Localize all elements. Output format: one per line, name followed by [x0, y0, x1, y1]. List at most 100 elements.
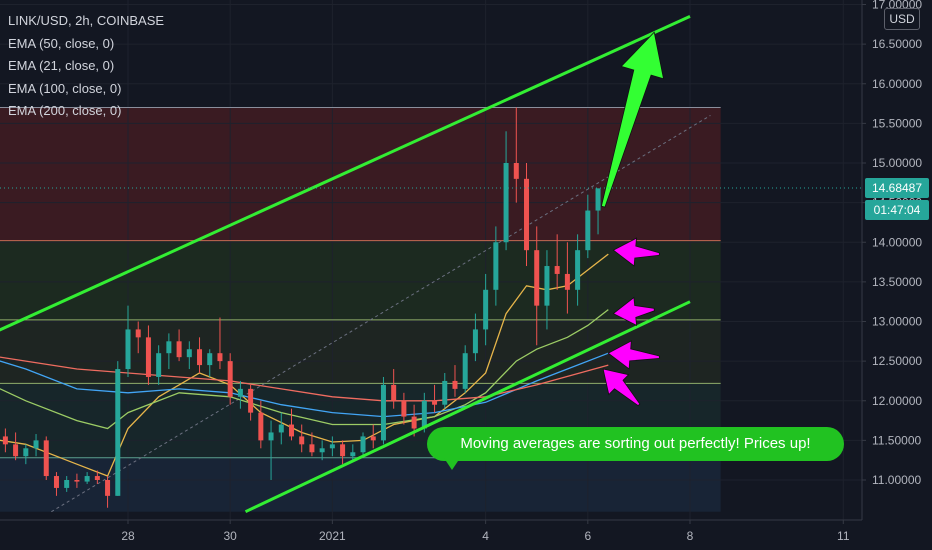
- candle-body: [544, 266, 550, 306]
- candle-body: [350, 452, 356, 457]
- time-tick-label: 28: [121, 529, 135, 543]
- price-tick-label: 17.00000: [872, 0, 922, 12]
- candle-body: [105, 480, 111, 496]
- time-tick-label: 11: [837, 529, 850, 543]
- candle-body: [564, 273, 570, 290]
- candle-body: [554, 266, 560, 274]
- pointer-arrow: [612, 296, 655, 327]
- candle-body: [156, 353, 162, 377]
- candle: [391, 369, 397, 409]
- candle-body: [462, 353, 468, 389]
- candle-body: [534, 250, 540, 306]
- pointer-arrow: [612, 237, 660, 267]
- currency-badge[interactable]: USD: [884, 8, 920, 30]
- candle-body: [268, 432, 274, 441]
- time-tick-label: 2021: [319, 529, 346, 543]
- candle-body: [288, 424, 294, 437]
- symbol-label[interactable]: LINK/USD, 2h, COINBASE: [8, 13, 165, 28]
- candle-body: [248, 388, 254, 413]
- candle-body: [483, 289, 489, 330]
- callout-bubble[interactable]: Moving averages are sorting out perfectl…: [427, 427, 844, 461]
- candle-body: [23, 448, 29, 457]
- candle-body: [442, 380, 448, 405]
- fib-zone: [0, 107, 721, 241]
- candle-body: [227, 361, 233, 397]
- candle: [74, 473, 80, 488]
- candle: [340, 440, 346, 465]
- moving-average-line: [0, 309, 609, 430]
- candle: [2, 428, 8, 453]
- ema21-label[interactable]: EMA (21, close, 0): [8, 58, 115, 73]
- candle: [237, 380, 243, 409]
- candle-body: [135, 329, 141, 338]
- candle-body: [513, 163, 519, 179]
- candle: [217, 317, 223, 370]
- candle: [227, 353, 233, 405]
- candle-body: [503, 163, 509, 243]
- target-arrow: [600, 31, 665, 208]
- bar-countdown-badge: 01:47:04: [865, 199, 929, 220]
- candle-body: [278, 424, 284, 433]
- candle-body: [237, 388, 243, 397]
- candle: [33, 434, 39, 457]
- candle: [278, 412, 284, 445]
- candle-body: [299, 436, 305, 445]
- candle-body: [94, 476, 100, 480]
- candle: [493, 226, 499, 306]
- candle: [380, 376, 386, 445]
- chart-legend: LINK/USD, 2h, COINBASE EMA (50, close, 0…: [8, 10, 164, 123]
- ema100-label[interactable]: EMA (100, close, 0): [8, 80, 122, 96]
- candle-body: [217, 353, 223, 362]
- annotation-arrows: [600, 31, 665, 407]
- candle: [534, 226, 540, 346]
- candle: [299, 424, 305, 453]
- candle-body: [319, 448, 325, 453]
- candle-body: [391, 384, 397, 401]
- candle-body: [329, 444, 335, 449]
- candle-body: [421, 400, 427, 429]
- candle-body: [43, 440, 49, 477]
- channel-lower-line: [244, 300, 691, 514]
- candle-body: [360, 436, 366, 453]
- ema50-label[interactable]: EMA (50, close, 0): [8, 35, 115, 51]
- price-tick-label: 13.00000: [872, 315, 922, 329]
- price-channel: [0, 15, 691, 514]
- price-tick-label: 15.50000: [872, 116, 922, 130]
- price-tick-label: 12.00000: [872, 394, 922, 408]
- candle-body: [84, 476, 90, 482]
- candle-body: [258, 412, 264, 441]
- ema200-label[interactable]: EMA (200, close, 0): [8, 103, 122, 118]
- candle: [503, 131, 509, 251]
- candle: [64, 476, 70, 492]
- candle: [84, 472, 90, 484]
- time-axis-bg: [0, 520, 932, 550]
- candlesticks: [2, 107, 601, 508]
- time-tick-label: 8: [687, 529, 694, 543]
- candle-body: [2, 436, 8, 445]
- candle: [53, 472, 59, 496]
- price-tick-label: 11.50000: [872, 433, 921, 447]
- candle-body: [53, 476, 59, 488]
- candle: [329, 436, 335, 457]
- price-tick-label: 12.50000: [872, 354, 922, 368]
- candle: [135, 321, 141, 354]
- price-tick-label: 15.00000: [872, 156, 922, 170]
- price-tick-label: 14.00000: [872, 235, 922, 249]
- price-tick-label: 11.00000: [872, 473, 921, 487]
- trend-diagonal: [51, 115, 711, 513]
- candle-body: [115, 369, 121, 496]
- time-tick-label: 6: [584, 529, 591, 543]
- candle: [166, 333, 172, 370]
- candle: [258, 400, 264, 449]
- candle: [350, 444, 356, 461]
- price-tick-label: 16.00000: [872, 77, 922, 91]
- price-axis-bg: [862, 0, 932, 550]
- candle: [360, 432, 366, 457]
- candle-body: [411, 416, 417, 429]
- candle-body: [186, 349, 192, 358]
- candle-body: [309, 444, 315, 453]
- candle: [554, 234, 560, 290]
- candle: [197, 337, 203, 374]
